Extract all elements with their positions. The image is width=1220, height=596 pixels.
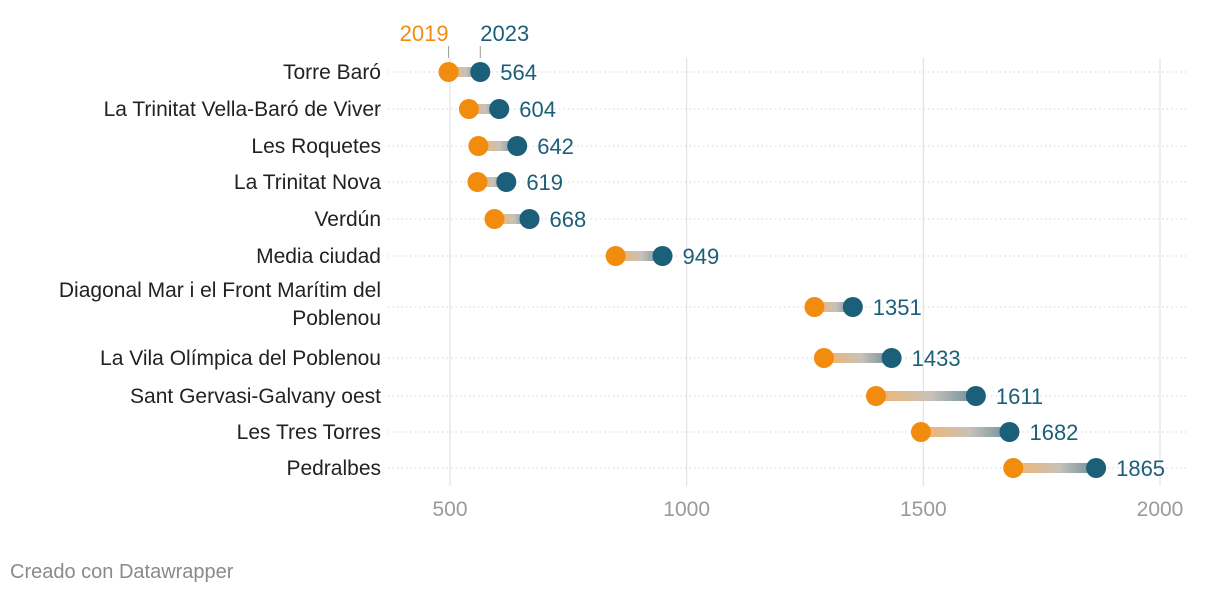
dot-2019 [910, 422, 931, 442]
row-label: La Trinitat Vella-Baró de Viver [104, 98, 381, 121]
dot-2023 [999, 422, 1020, 442]
dot-2023 [519, 209, 540, 229]
row-label: Les Tres Torres [237, 421, 381, 444]
connector-bar [1013, 463, 1097, 473]
legend-label-2019: 2019 [400, 21, 449, 46]
dot-2019 [484, 209, 505, 229]
connector-bar [478, 141, 518, 151]
value-label: 949 [683, 244, 720, 269]
dot-2019 [813, 348, 834, 368]
dot-2019 [458, 99, 479, 119]
value-label: 642 [537, 134, 574, 159]
value-label: 1433 [912, 346, 961, 371]
value-label: 1611 [996, 384, 1043, 409]
dot-2023 [1086, 458, 1107, 478]
value-label: 1682 [1029, 420, 1078, 445]
dot-2023 [470, 62, 491, 82]
value-label: 619 [526, 170, 563, 195]
dot-2023 [965, 386, 986, 406]
connector-bar [477, 177, 507, 187]
value-label: 668 [550, 207, 587, 232]
x-tick-label-1500: 1500 [900, 498, 947, 521]
value-label: 564 [500, 60, 537, 85]
row-label: Sant Gervasi-Galvany oest [130, 385, 381, 408]
connector-bar [494, 214, 530, 224]
connector-bar [920, 427, 1010, 437]
dot-2019 [605, 246, 626, 266]
connector-bar [823, 353, 892, 363]
dot-2019 [467, 172, 488, 192]
connector-bar [468, 104, 500, 114]
connector-bar [814, 302, 853, 312]
dot-2023 [489, 99, 510, 119]
dot-2019 [866, 386, 886, 406]
legend-label-2023: 2023 [480, 21, 529, 46]
x-tick-label-500: 500 [432, 498, 467, 521]
dot-2019 [1003, 458, 1024, 478]
dot-2023 [842, 297, 863, 317]
connector-bar [448, 67, 481, 77]
row-label: Torre Baró [283, 61, 381, 84]
dot-2019 [438, 62, 459, 82]
dot-2023 [496, 172, 517, 192]
row-label: Les Roquetes [251, 135, 381, 158]
dot-2019 [468, 136, 489, 156]
row-label: Pedralbes [286, 457, 381, 480]
dot-2023 [881, 348, 902, 368]
x-tick-label-2000: 2000 [1137, 498, 1184, 521]
value-label: 1351 [873, 295, 922, 320]
dot-2019 [804, 297, 825, 317]
dot-2023 [652, 246, 673, 266]
row-label: La Trinitat Nova [234, 171, 381, 194]
value-label: 1865 [1116, 456, 1165, 481]
value-label: 604 [519, 97, 556, 122]
connector-bar [615, 251, 663, 261]
x-tick-label-1000: 1000 [663, 498, 710, 521]
row-label: Media ciudad [256, 245, 381, 268]
row-label: Diagonal Mar i el Front Marítim del [59, 279, 381, 302]
row-label: La Vila Olímpica del Poblenou [100, 347, 381, 370]
row-label: Verdún [314, 208, 381, 231]
row-label: Poblenou [292, 307, 381, 330]
connector-bar [876, 391, 976, 401]
footer-credit: Creado con Datawrapper [10, 561, 234, 583]
dot-2023 [507, 136, 528, 156]
